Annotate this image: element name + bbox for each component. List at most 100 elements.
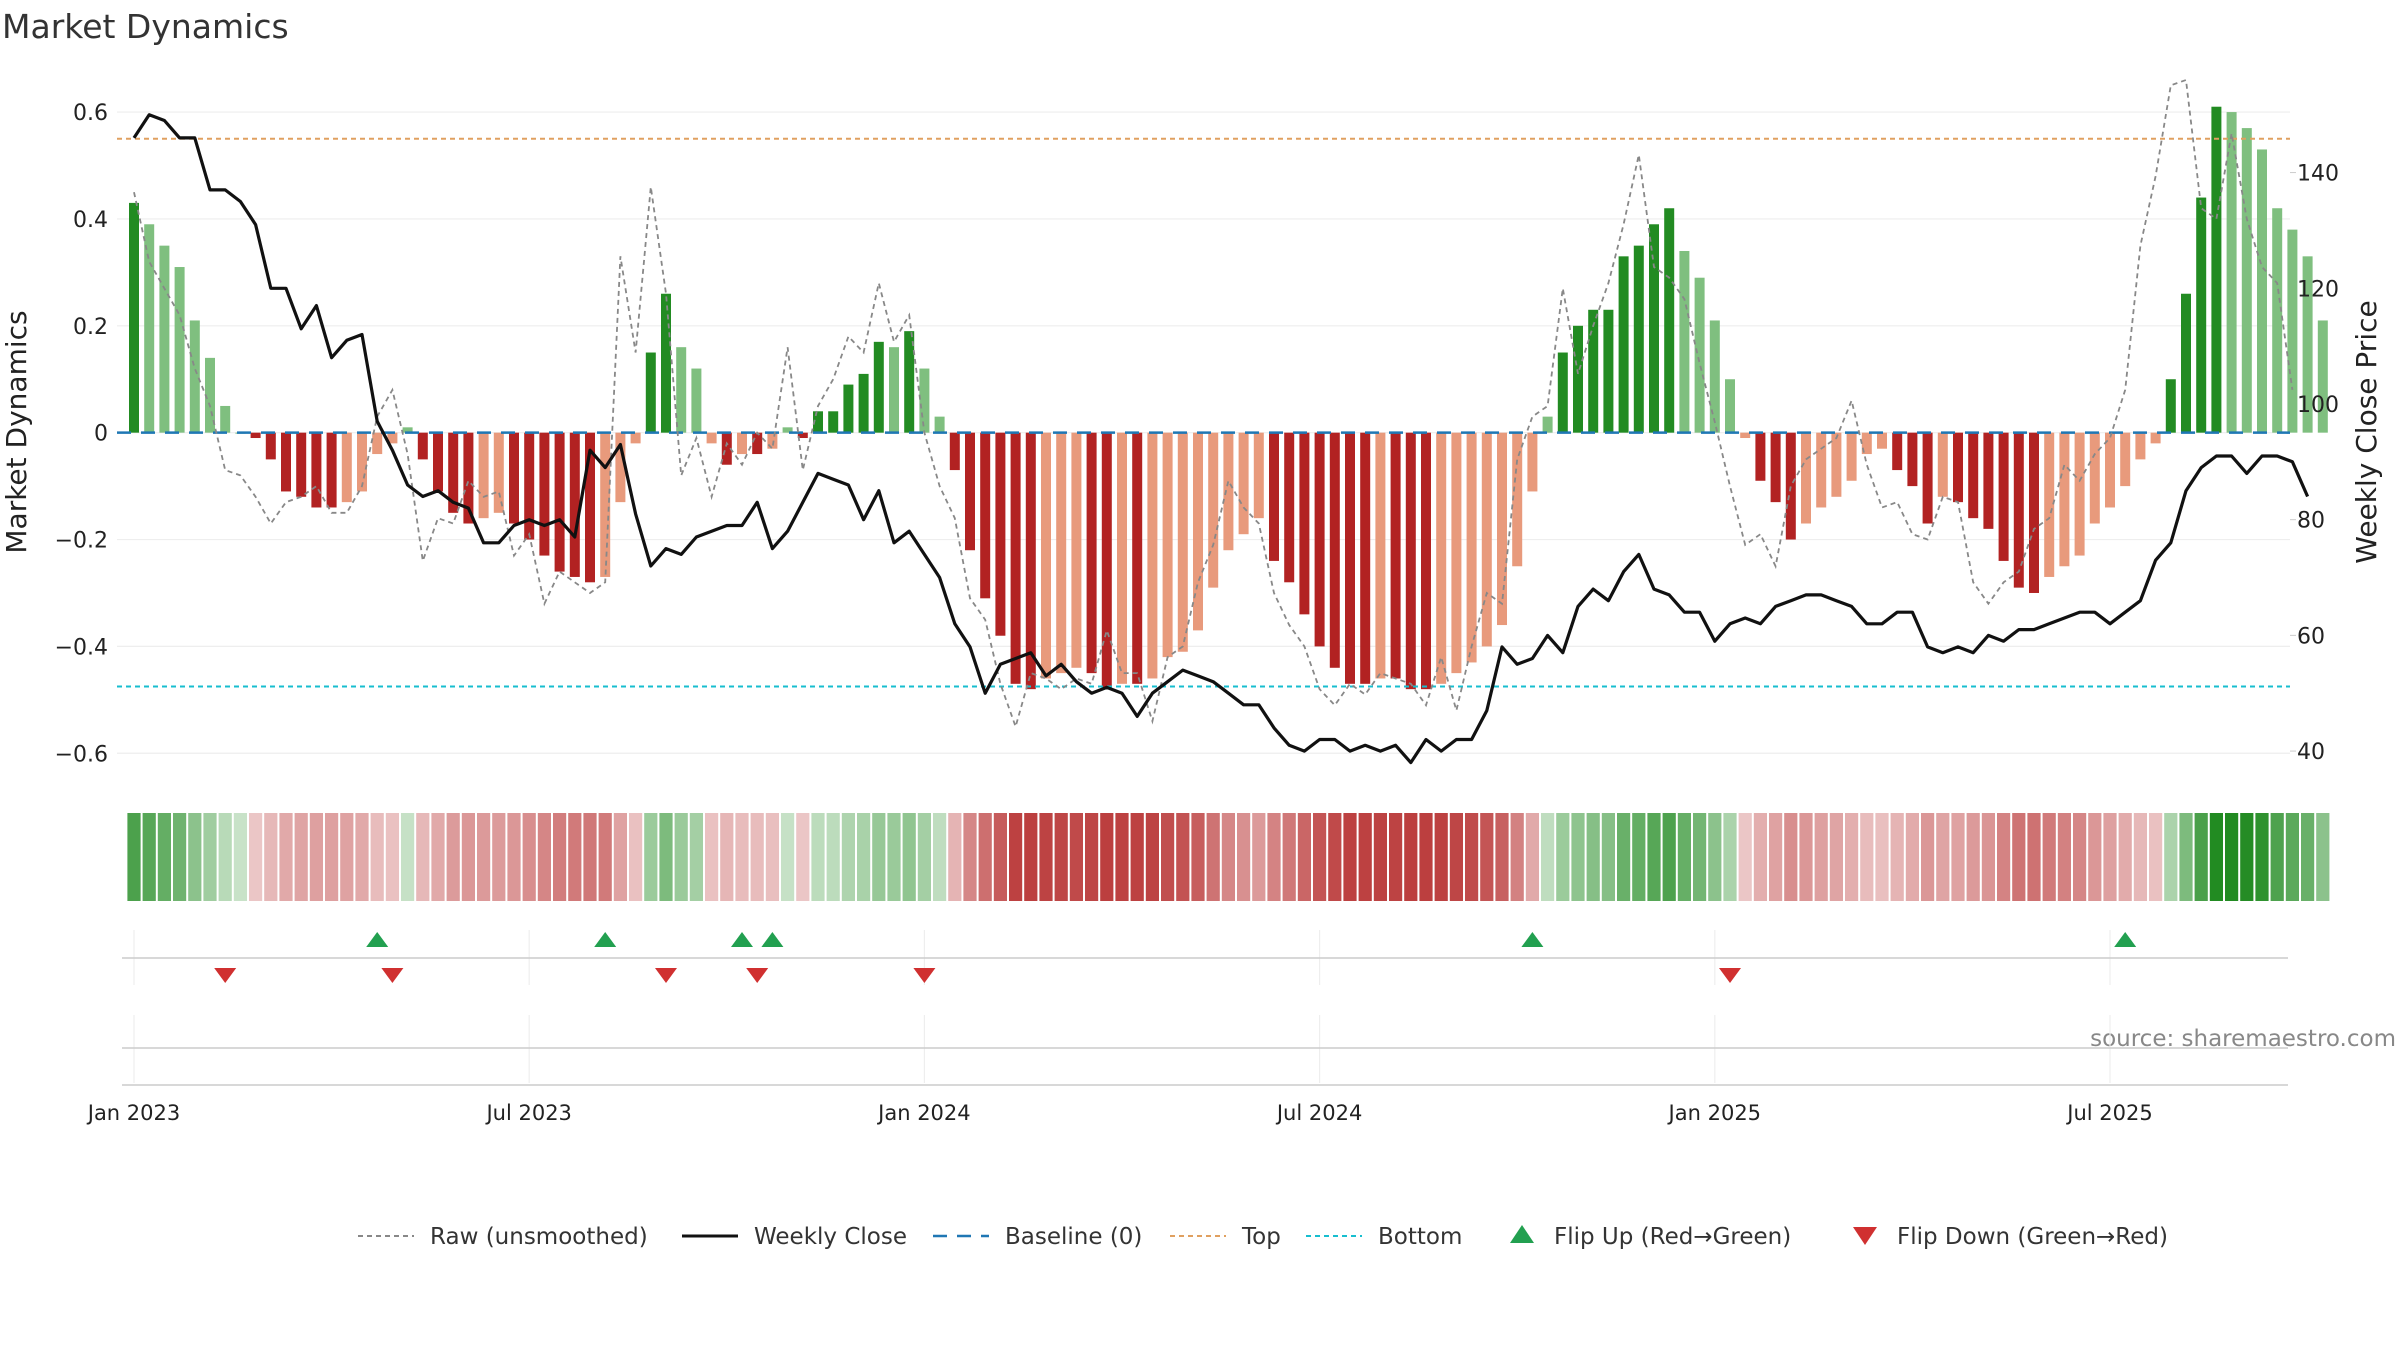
heat-cell	[2012, 813, 2026, 901]
market-dynamics-bar	[828, 411, 839, 433]
market-dynamics-bar	[585, 432, 595, 583]
market-dynamics-bar	[1390, 432, 1401, 679]
market-dynamics-bar	[189, 320, 200, 433]
heat-cell	[1723, 813, 1737, 901]
market-dynamics-bar	[980, 432, 991, 599]
heat-cell	[1814, 813, 1828, 901]
y-tick-label: 0	[94, 422, 108, 447]
market-dynamics-bar	[1284, 432, 1295, 583]
market-dynamics-bar	[767, 432, 778, 449]
y-tick-label: −0.4	[55, 635, 108, 660]
heat-cell	[1434, 813, 1448, 901]
flip-down-marker	[913, 968, 936, 983]
heat-cell	[796, 813, 810, 901]
heat-cell	[1525, 813, 1539, 901]
flip-up-marker	[1521, 932, 1544, 947]
market-dynamics-bar	[2241, 128, 2252, 433]
market-dynamics-bar	[129, 202, 139, 433]
heat-cell	[1647, 813, 1661, 901]
heat-cell	[1282, 813, 1296, 901]
heat-cell	[1069, 813, 1083, 901]
x-tick-label: Jan 2023	[86, 1101, 181, 1125]
heat-cell	[1343, 813, 1357, 901]
heat-cell	[613, 813, 627, 901]
market-dynamics-bar	[2226, 112, 2237, 433]
heat-cell	[1510, 813, 1524, 901]
heat-cell	[218, 813, 232, 901]
market-dynamics-bar	[904, 331, 915, 433]
heat-cell	[948, 813, 962, 901]
legend-item: Raw (unsmoothed)	[358, 1224, 648, 1250]
market-dynamics-bar	[1299, 432, 1310, 615]
market-dynamics-bar	[1436, 432, 1447, 684]
heat-cell	[1875, 813, 1889, 901]
flip-down-marker	[381, 968, 404, 983]
flip-up-marker	[366, 932, 389, 947]
heat-cell	[902, 813, 916, 901]
y-tick-label: 0.2	[73, 315, 108, 340]
market-dynamics-bar	[1861, 432, 1872, 455]
market-dynamics-bar	[2181, 293, 2191, 433]
market-dynamics-bar	[1740, 432, 1751, 439]
heat-cell	[1738, 813, 1752, 901]
x-tick-label: Jul 2025	[2065, 1101, 2152, 1125]
market-dynamics-bar	[341, 432, 352, 503]
heat-cell	[1328, 813, 1342, 901]
heat-cell	[340, 813, 354, 901]
market-dynamics-bar	[2196, 197, 2207, 433]
heat-cell	[2118, 813, 2132, 901]
market-dynamics-bar	[600, 432, 611, 577]
heat-cell	[674, 813, 688, 901]
heat-cell	[1297, 813, 1311, 901]
heat-cell	[446, 813, 460, 901]
market-dynamics-bar	[159, 245, 170, 433]
market-dynamics-bar	[1968, 432, 1979, 519]
heat-cell	[1267, 813, 1281, 901]
market-dynamics-bar	[1360, 432, 1371, 684]
heat-cell	[401, 813, 415, 901]
heat-cell	[1981, 813, 1995, 901]
market-dynamics-bar	[2059, 432, 2070, 567]
heat-cell	[1966, 813, 1980, 901]
market-dynamics-bar	[2302, 256, 2313, 433]
y2-tick-label: 140	[2297, 162, 2339, 187]
y2-tick-label: 40	[2297, 740, 2325, 765]
market-dynamics-bar	[2150, 432, 2161, 444]
market-dynamics-bar	[2211, 106, 2222, 433]
market-dynamics-bar	[1162, 432, 1173, 658]
market-dynamics-bar	[311, 432, 322, 508]
market-dynamics-bar	[615, 432, 626, 503]
y-tick-label: 0.6	[73, 101, 108, 126]
market-dynamics-bar	[1147, 432, 1158, 679]
market-dynamics-bar	[1329, 432, 1340, 668]
x-tick-label: Jul 2023	[484, 1101, 571, 1125]
heat-cell	[2057, 813, 2071, 901]
heat-cell	[173, 813, 187, 901]
heat-cell	[370, 813, 384, 901]
market-dynamics-bar	[630, 432, 641, 444]
market-dynamics-bar	[433, 432, 443, 492]
market-dynamics-bar	[1725, 379, 1735, 433]
market-dynamics-bar	[2165, 379, 2176, 433]
heat-cell	[811, 813, 825, 901]
market-dynamics-bar	[1633, 245, 1644, 433]
heat-cell	[644, 813, 658, 901]
market-dynamics-bar	[645, 352, 656, 433]
heat-cell	[1389, 813, 1403, 901]
market-dynamics-bar	[1071, 432, 1082, 668]
flip-down-marker	[1719, 968, 1741, 983]
heat-cell	[355, 813, 369, 901]
heat-cell	[1480, 813, 1494, 901]
heat-cell	[279, 813, 293, 901]
market-dynamics-bar	[1345, 432, 1355, 684]
heat-cell	[1936, 813, 1950, 901]
market-dynamics-bar	[1542, 416, 1553, 433]
legend-label: Weekly Close	[754, 1224, 907, 1250]
heat-cell	[1130, 813, 1144, 901]
heat-cell	[2194, 813, 2208, 901]
market-dynamics-bar	[265, 432, 276, 460]
heat-cell	[1313, 813, 1327, 901]
market-dynamics-bar	[1785, 432, 1796, 540]
market-dynamics-bar	[676, 347, 687, 433]
heat-cell	[2270, 813, 2284, 901]
